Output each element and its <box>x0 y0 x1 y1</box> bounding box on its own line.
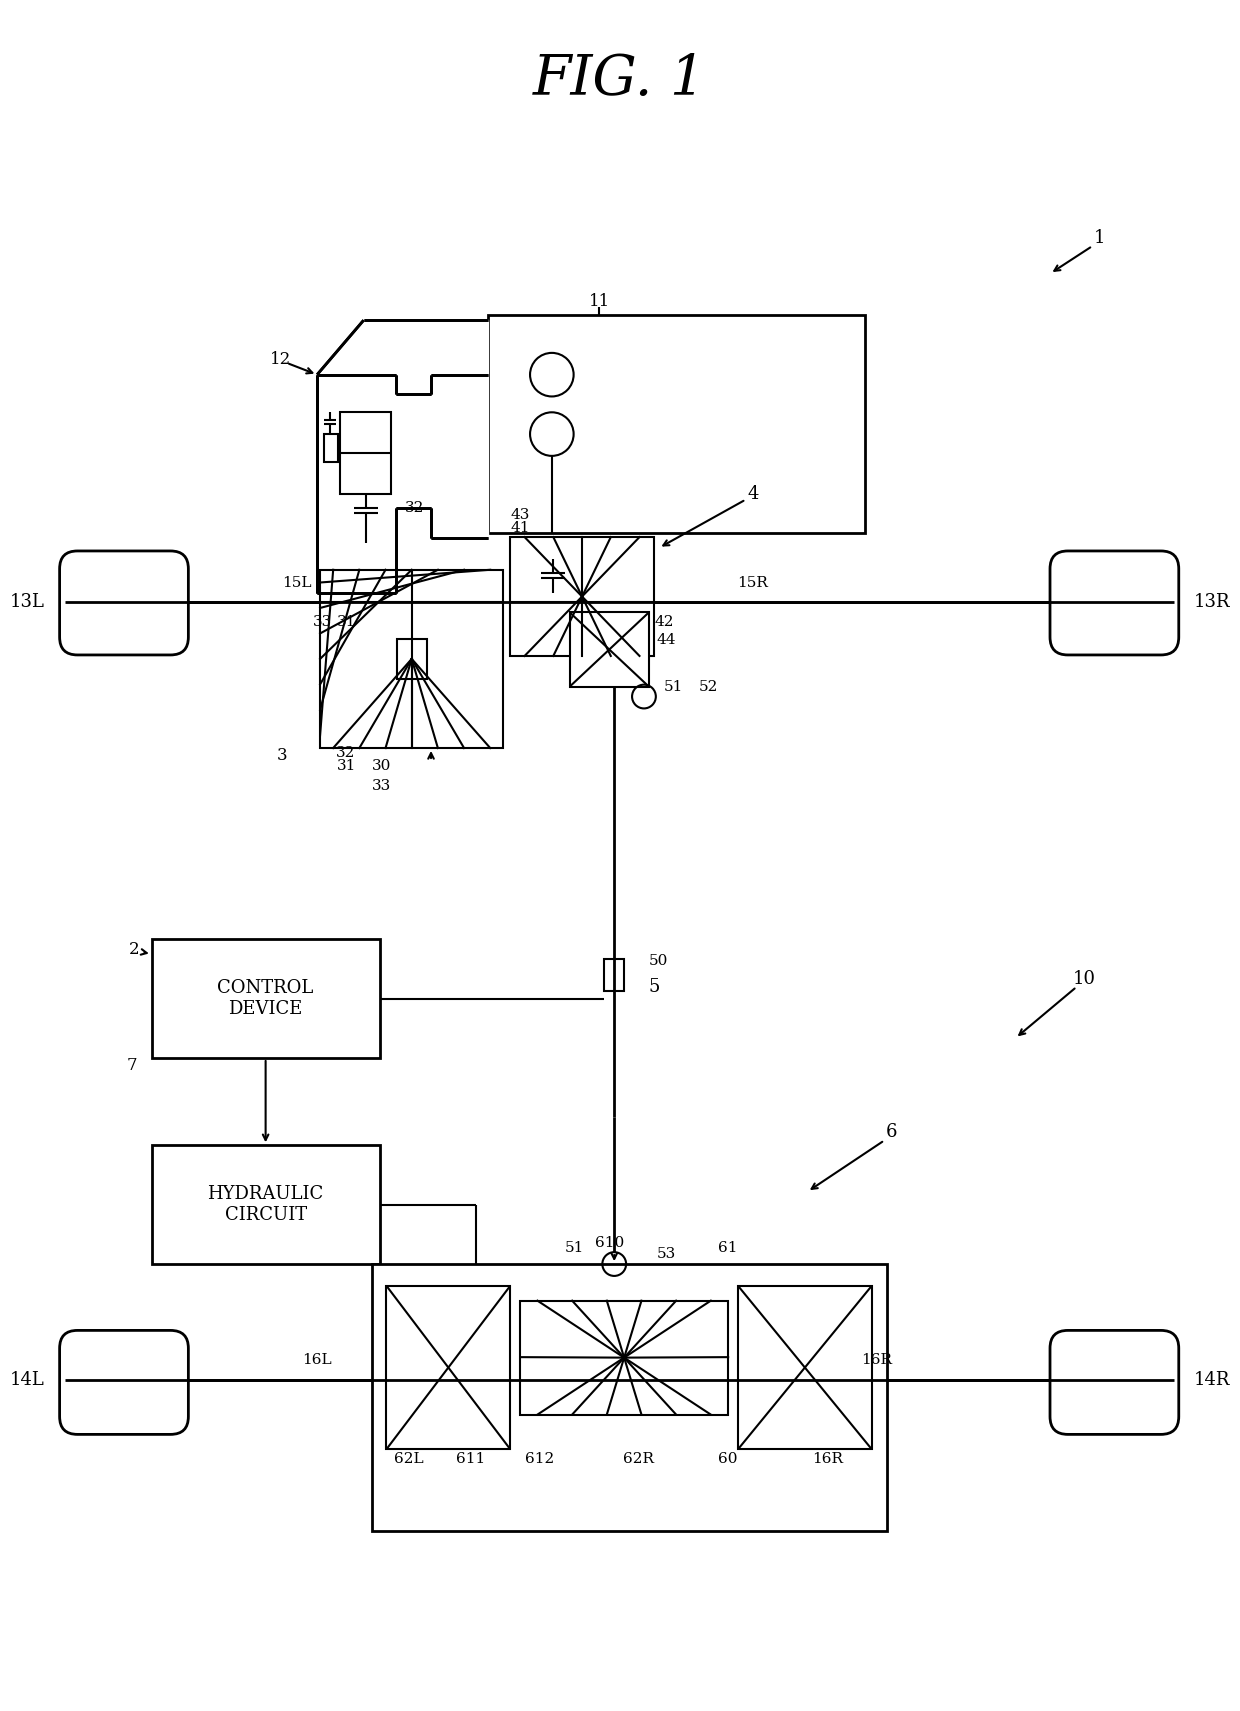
Text: 13L: 13L <box>10 594 45 611</box>
Text: FIG. 1: FIG. 1 <box>532 51 706 106</box>
Text: 31: 31 <box>337 760 357 773</box>
Text: 6: 6 <box>885 1124 898 1141</box>
Text: 16L: 16L <box>303 1353 332 1367</box>
Text: CONTROL
DEVICE: CONTROL DEVICE <box>217 979 314 1018</box>
Bar <box>510 537 653 655</box>
Text: 16R: 16R <box>862 1353 893 1367</box>
Text: 62R: 62R <box>624 1453 655 1466</box>
Text: 15R: 15R <box>738 575 769 590</box>
Text: 43: 43 <box>511 508 529 522</box>
Bar <box>397 640 427 679</box>
Polygon shape <box>317 373 489 563</box>
Text: 1: 1 <box>1094 229 1105 246</box>
Bar <box>569 613 649 686</box>
Text: 2: 2 <box>129 941 139 958</box>
Bar <box>151 1145 379 1264</box>
Text: 14L: 14L <box>10 1371 45 1389</box>
Bar <box>604 958 624 991</box>
Bar <box>387 1287 510 1449</box>
Bar <box>340 412 392 493</box>
Text: 52: 52 <box>698 679 718 693</box>
Text: 10: 10 <box>1073 970 1096 987</box>
Text: 62L: 62L <box>394 1453 424 1466</box>
Text: 53: 53 <box>657 1247 676 1261</box>
Text: 4: 4 <box>748 484 759 503</box>
Bar <box>372 1264 887 1531</box>
Bar <box>151 939 379 1057</box>
FancyBboxPatch shape <box>1050 551 1179 655</box>
Text: 7: 7 <box>126 1057 138 1075</box>
Text: 11: 11 <box>589 293 610 310</box>
Text: 13R: 13R <box>1194 594 1230 611</box>
Text: 51: 51 <box>663 679 683 693</box>
Text: 5: 5 <box>649 977 660 996</box>
Text: 61: 61 <box>718 1240 738 1256</box>
Bar <box>324 435 339 462</box>
Text: 611: 611 <box>456 1453 485 1466</box>
Text: 30: 30 <box>372 760 391 773</box>
Bar <box>738 1287 872 1449</box>
Text: 3: 3 <box>278 748 288 765</box>
Text: 15L: 15L <box>283 575 312 590</box>
Text: HYDRAULIC
CIRCUIT: HYDRAULIC CIRCUIT <box>207 1186 324 1223</box>
Bar <box>489 315 864 534</box>
Text: 14R: 14R <box>1194 1371 1230 1389</box>
Text: 32: 32 <box>405 501 424 515</box>
Text: 610: 610 <box>595 1237 624 1251</box>
FancyBboxPatch shape <box>60 551 188 655</box>
Text: 31: 31 <box>337 616 357 630</box>
Polygon shape <box>317 320 489 592</box>
Text: 51: 51 <box>565 1240 584 1256</box>
Text: 612: 612 <box>526 1453 554 1466</box>
Text: 32: 32 <box>336 746 356 760</box>
FancyBboxPatch shape <box>60 1331 188 1434</box>
Bar <box>520 1300 728 1415</box>
Text: 44: 44 <box>657 633 677 647</box>
Text: 42: 42 <box>653 616 673 630</box>
Bar <box>320 570 503 748</box>
Text: 12: 12 <box>270 351 291 368</box>
Text: 16R: 16R <box>812 1453 843 1466</box>
Text: 33: 33 <box>372 779 391 792</box>
Text: 50: 50 <box>649 955 668 968</box>
Text: 60: 60 <box>718 1453 738 1466</box>
Text: 33: 33 <box>312 616 331 630</box>
FancyBboxPatch shape <box>1050 1331 1179 1434</box>
Text: 41: 41 <box>511 522 529 536</box>
